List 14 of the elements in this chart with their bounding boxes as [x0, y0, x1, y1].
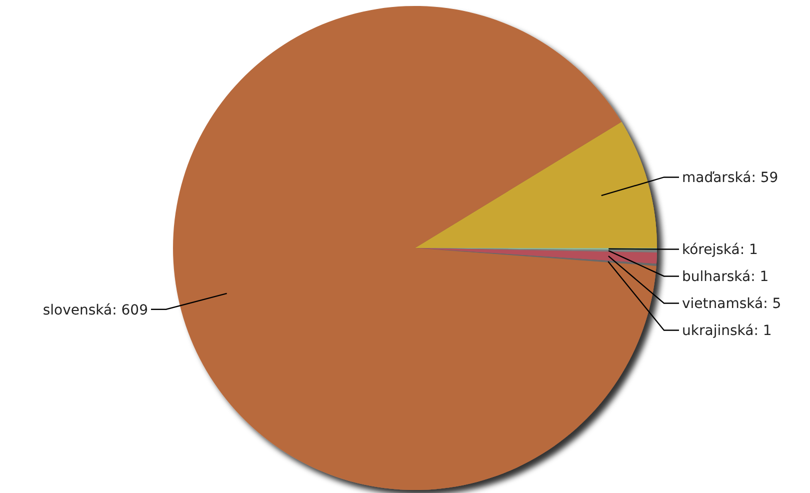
slice-label: vietnamská	[682, 296, 764, 312]
data-label: : 59	[751, 170, 778, 186]
data-label: : 1	[740, 242, 758, 258]
pie-slice	[173, 6, 656, 490]
slice-label: ukrajinská	[682, 323, 754, 340]
slice-label: maďarská	[682, 170, 752, 186]
data-label: : 609	[112, 302, 148, 318]
data-label: : 1	[754, 323, 772, 340]
data-label: : 1	[750, 269, 769, 286]
data-label: : 5	[763, 296, 782, 312]
slice-label: slovenská	[42, 302, 112, 318]
slice-label: kórejská	[682, 242, 740, 258]
pie-slice	[415, 122, 657, 248]
slice-label: bulharská	[682, 269, 751, 286]
